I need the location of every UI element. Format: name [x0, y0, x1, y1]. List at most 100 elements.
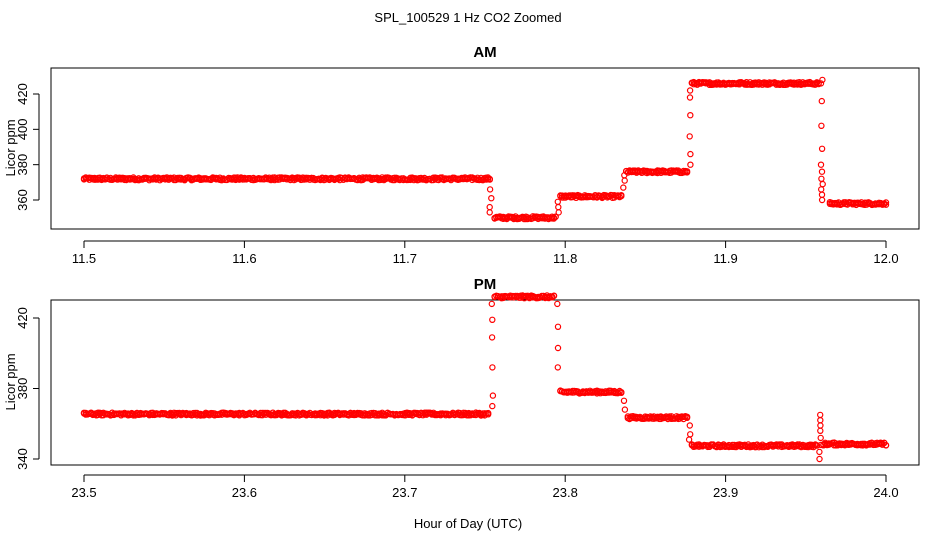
pm-data-points	[80, 292, 890, 463]
am-y-axis: 360 380 400 420	[15, 83, 40, 211]
am-data-point	[818, 168, 826, 175]
am-data-point	[555, 209, 562, 216]
am-data-point	[817, 80, 825, 87]
pm-data-point	[554, 323, 562, 330]
am-x-tick-label: 11.6	[232, 251, 256, 266]
pm-data-point	[485, 411, 492, 418]
pm-panel: PM 23.5 23.6 23.7 23.8 23.9 24.0 340 380 420 Li…	[3, 276, 920, 500]
pm-data-point	[618, 389, 625, 396]
am-data-point	[686, 133, 693, 140]
pm-x-tick-label: 24.0	[873, 485, 898, 500]
am-data-point	[621, 172, 628, 179]
pm-data-point	[621, 406, 629, 413]
pm-data-point	[620, 397, 628, 404]
am-y-tick-label: 360	[15, 189, 30, 211]
am-data-point	[687, 161, 694, 168]
am-x-tick-label: 12.0	[873, 251, 898, 266]
pm-y-tick-label: 420	[15, 307, 30, 329]
am-data-point	[554, 198, 562, 205]
pm-x-tick-label: 23.8	[553, 485, 578, 500]
chart-main-title: SPL_100529 1 Hz CO2 Zoomed	[374, 10, 561, 25]
am-data-point	[486, 175, 493, 183]
am-data-point	[486, 186, 494, 193]
pm-data-point	[488, 300, 495, 308]
pm-data-point	[550, 292, 558, 299]
am-data-point	[687, 150, 694, 158]
pm-data-point	[488, 334, 496, 341]
am-data-point	[818, 196, 826, 204]
am-y-tick-label: 380	[15, 154, 30, 176]
pm-data-point	[489, 402, 496, 410]
pm-y-axis: 340 380 420	[15, 307, 40, 470]
pm-data-point	[489, 364, 496, 371]
am-data-point	[819, 180, 826, 188]
am-y-axis-label: Licor ppm	[3, 119, 18, 176]
am-data-point	[882, 201, 890, 208]
pm-x-tick-label: 23.5	[71, 485, 96, 500]
am-data-point	[686, 94, 694, 101]
am-data-point	[818, 186, 825, 193]
am-panel: AM 11.5 11.6 11.7 11.8 11.9 12.0 360 380 400 420…	[3, 44, 920, 266]
am-data-point	[818, 97, 826, 105]
pm-data-point	[554, 344, 562, 352]
pm-data-point	[686, 422, 694, 429]
am-data-point	[818, 145, 826, 152]
pm-data-point	[489, 316, 496, 323]
pm-data-point	[683, 413, 691, 420]
pm-x-axis: 23.5 23.6 23.7 23.8 23.9 24.0	[71, 474, 899, 500]
am-data-point	[486, 209, 493, 216]
pm-data-point	[817, 422, 824, 429]
pm-y-tick-label: 340	[15, 448, 30, 470]
am-data-point	[621, 177, 628, 184]
pm-y-tick-label: 380	[15, 378, 30, 400]
pm-plot-frame	[50, 299, 920, 466]
pm-data-point	[817, 434, 824, 442]
am-data-point	[552, 213, 559, 220]
am-data-point	[486, 203, 493, 211]
am-data-point	[818, 191, 826, 198]
pm-data-point	[817, 411, 824, 419]
am-data-point	[683, 169, 691, 176]
x-axis-title: Hour of Day (UTC)	[414, 516, 522, 531]
am-data-point	[686, 87, 694, 94]
pm-data-point	[687, 431, 694, 438]
am-data-point	[618, 192, 625, 200]
pm-x-tick-label: 23.9	[713, 485, 738, 500]
am-data-point	[687, 111, 694, 119]
am-data-point	[488, 194, 495, 202]
am-data-point	[818, 122, 825, 130]
am-x-tick-label: 11.7	[393, 251, 417, 266]
am-x-axis: 11.5 11.6 11.7 11.8 11.9 12.0	[72, 240, 899, 266]
am-data-point	[819, 76, 826, 84]
pm-data-point	[817, 441, 825, 449]
pm-data-point	[554, 300, 561, 308]
pm-data-point	[882, 442, 890, 449]
am-panel-title: AM	[473, 44, 496, 61]
am-data-point	[817, 161, 825, 168]
am-data-point	[815, 79, 822, 87]
pm-data-point	[554, 364, 562, 371]
am-data-point	[555, 203, 562, 211]
pm-x-tick-label: 23.6	[232, 485, 257, 500]
pm-data-point	[816, 455, 823, 463]
am-data-point	[620, 184, 627, 191]
pm-x-tick-label: 23.7	[392, 485, 417, 500]
pm-data-point	[489, 392, 497, 399]
pm-data-point	[685, 436, 693, 443]
am-plot-frame	[50, 67, 920, 230]
pm-y-axis-label: Licor ppm	[3, 353, 18, 410]
am-y-tick-label: 400	[15, 118, 30, 140]
pm-data-point	[545, 294, 552, 302]
am-x-tick-label: 11.9	[713, 251, 737, 266]
am-y-tick-label: 420	[15, 83, 30, 105]
pm-data-point	[817, 427, 824, 434]
pm-data-point	[813, 442, 821, 449]
am-data-point	[818, 175, 825, 182]
am-x-tick-label: 11.8	[553, 251, 577, 266]
am-x-tick-label: 11.5	[72, 251, 96, 266]
pm-data-point	[817, 417, 824, 424]
pm-panel-title: PM	[474, 276, 497, 293]
pm-data-point	[816, 448, 823, 456]
am-data-points	[80, 76, 890, 223]
